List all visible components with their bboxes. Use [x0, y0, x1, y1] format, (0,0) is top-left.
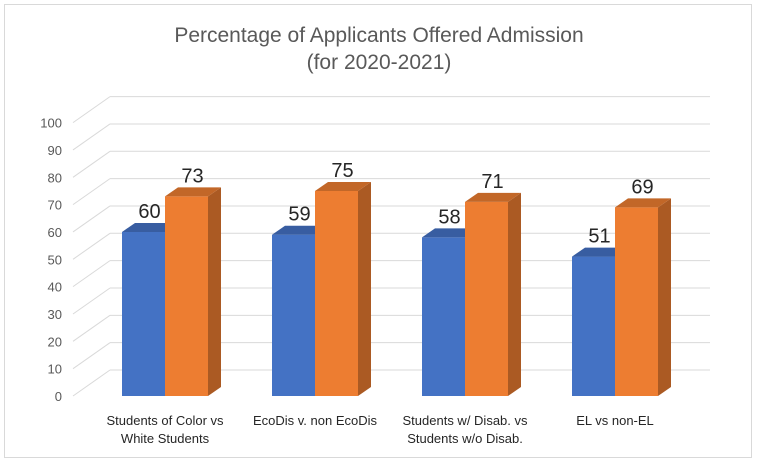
gridline-side [72, 287, 111, 315]
x-axis: Students of Color vs White Students EcoDis… [106, 413, 653, 446]
x-tick-label: Students w/o Disab. [407, 431, 523, 446]
bar-front [572, 256, 615, 396]
bar-top [165, 187, 221, 197]
y-tick-label: 100 [40, 116, 62, 131]
bars [122, 181, 671, 396]
data-label: 71 [481, 171, 503, 193]
bar-top [272, 225, 328, 235]
bar-front [165, 196, 208, 396]
gridline-side [72, 314, 111, 342]
chart-frame: Percentage of Applicants Offered Admissi… [4, 4, 752, 458]
y-tick-label: 80 [48, 170, 62, 185]
bar-top [615, 198, 671, 208]
data-label: 69 [631, 176, 653, 198]
bar-side [508, 192, 521, 396]
data-label: 59 [288, 204, 310, 226]
x-tick-label: Students w/ Disab. vs [403, 413, 528, 428]
gridline-side [72, 123, 111, 151]
bar-side [208, 187, 221, 396]
gridline-side [72, 178, 111, 206]
y-tick-label: 0 [55, 389, 62, 404]
bar-side [658, 198, 671, 396]
y-tick-label: 10 [48, 362, 62, 377]
bar-top [122, 222, 178, 232]
gridline-side [72, 369, 111, 397]
data-label: 75 [331, 160, 353, 182]
bar-top [422, 228, 478, 238]
chart-subtitle: (for 2020-2021) [307, 51, 452, 74]
bar-side [358, 181, 371, 396]
bar-front [465, 201, 508, 396]
bar-top [315, 181, 371, 191]
gridline-side [72, 205, 111, 233]
y-tick-label: 30 [48, 307, 62, 322]
y-tick-label: 90 [48, 143, 62, 158]
x-tick-label: White Students [121, 431, 210, 446]
bar-top [572, 247, 628, 257]
y-tick-label: 50 [48, 252, 62, 267]
data-label: 60 [138, 201, 160, 223]
chart-title-group: Percentage of Applicants Offered Admissi… [174, 24, 583, 74]
bar-front [272, 234, 315, 396]
chart-title: Percentage of Applicants Offered Admissi… [174, 24, 583, 47]
data-label: 51 [588, 226, 610, 248]
y-axis: 0 10 20 30 40 50 60 70 80 90 100 [40, 116, 62, 404]
y-tick-label: 20 [48, 334, 62, 349]
data-label: 73 [181, 165, 203, 187]
x-tick-label: Students of Color vs [106, 413, 224, 428]
bar-top [465, 192, 521, 202]
gridline-side [72, 232, 111, 260]
bar-front [422, 237, 465, 396]
gridline-side [72, 96, 111, 124]
bar-front [122, 231, 165, 396]
y-tick-label: 40 [48, 280, 62, 295]
y-tick-label: 60 [48, 225, 62, 240]
x-tick-label: EcoDis v. non EcoDis [253, 413, 378, 428]
gridline-side [72, 342, 111, 370]
bar-front [615, 207, 658, 396]
y-tick-label: 70 [48, 198, 62, 213]
gridline-side [72, 150, 111, 178]
gridline-side [72, 260, 111, 288]
x-tick-label: EL vs non-EL [576, 413, 654, 428]
bar-chart: Percentage of Applicants Offered Admissi… [40, 24, 710, 446]
data-label: 58 [438, 206, 460, 228]
bar-front [315, 190, 358, 396]
data-labels: 60 73 59 75 58 71 51 69 [138, 160, 653, 248]
